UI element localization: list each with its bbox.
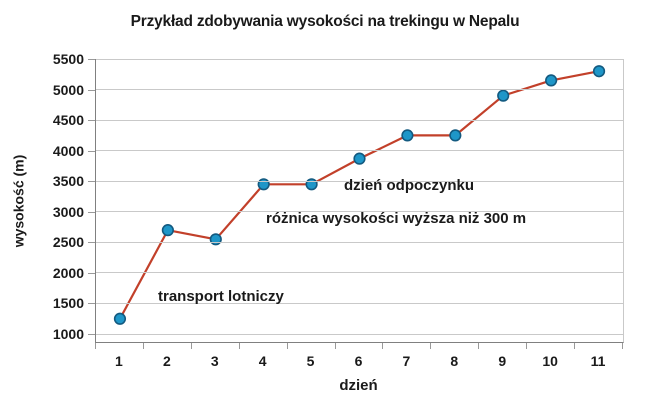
gridline bbox=[96, 89, 623, 91]
gridline bbox=[96, 150, 623, 152]
data-point-day-6 bbox=[353, 152, 366, 165]
y-tick-label: 2500 bbox=[52, 234, 84, 251]
x-tick-label: 9 bbox=[498, 353, 507, 369]
x-tick-label: 10 bbox=[542, 353, 558, 369]
y-axis-tick bbox=[88, 89, 95, 91]
y-tick-label: 4000 bbox=[52, 142, 84, 159]
x-axis-tick bbox=[190, 343, 192, 349]
y-axis-tick bbox=[88, 303, 95, 305]
x-axis-tick bbox=[238, 343, 240, 349]
gridline bbox=[96, 302, 623, 304]
gridline bbox=[96, 180, 623, 182]
chart-title: Przykład zdobywania wysokości na treking… bbox=[130, 13, 520, 30]
x-axis-label: dzień bbox=[339, 377, 378, 394]
y-axis-tick bbox=[88, 334, 95, 336]
y-axis-tick bbox=[88, 120, 95, 122]
x-tick-label: 5 bbox=[306, 353, 315, 369]
y-axis-tick bbox=[88, 59, 95, 60]
annotation-air-transport: transport lotniczy bbox=[158, 288, 284, 305]
data-point-day-10 bbox=[545, 74, 558, 87]
y-axis-tick bbox=[88, 242, 95, 244]
gridline bbox=[96, 333, 623, 335]
data-point-day-8 bbox=[449, 129, 462, 142]
y-axis-tick bbox=[88, 272, 95, 274]
data-point-day-9 bbox=[497, 89, 510, 102]
x-tick-label: 2 bbox=[162, 353, 171, 369]
data-point-day-2 bbox=[161, 224, 174, 237]
x-tick-label: 1 bbox=[115, 353, 123, 369]
annotation-rest-day: dzień odpoczynku bbox=[344, 177, 475, 194]
altitude-series-line bbox=[118, 70, 600, 320]
y-tick-label: 5500 bbox=[52, 51, 84, 67]
x-axis-tick bbox=[382, 343, 384, 349]
gridline bbox=[96, 119, 623, 121]
gridline bbox=[96, 272, 623, 274]
plot-area bbox=[95, 58, 624, 343]
gridline bbox=[96, 211, 623, 213]
x-tick-label: 4 bbox=[258, 353, 267, 369]
y-tick-label: 1000 bbox=[52, 326, 84, 343]
gridline bbox=[96, 58, 623, 60]
annotation-altitude-difference: różnica wysokości wyższa niż 300 m bbox=[266, 210, 527, 227]
x-axis-tick bbox=[574, 343, 576, 349]
x-axis-tick bbox=[286, 343, 288, 349]
x-tick-label: 6 bbox=[354, 353, 363, 369]
x-axis-tick bbox=[142, 343, 144, 349]
x-axis-tick bbox=[526, 343, 528, 349]
x-tick-label: 11 bbox=[590, 353, 606, 369]
x-axis-tick bbox=[334, 343, 336, 349]
data-point-day-11 bbox=[592, 65, 606, 78]
gridline bbox=[96, 241, 623, 243]
data-point-day-3 bbox=[209, 233, 222, 246]
y-axis-tick bbox=[88, 181, 95, 183]
y-tick-label: 2000 bbox=[52, 264, 84, 281]
y-tick-label: 3500 bbox=[52, 173, 84, 190]
data-point-day-7 bbox=[401, 129, 414, 142]
x-tick-label: 8 bbox=[450, 353, 459, 369]
x-tick-label: 7 bbox=[402, 353, 411, 369]
y-tick-label: 1500 bbox=[52, 295, 84, 312]
x-axis-tick bbox=[622, 343, 623, 349]
x-axis-tick bbox=[478, 343, 480, 349]
data-point-day-1 bbox=[113, 312, 127, 325]
y-tick-label: 5000 bbox=[52, 81, 84, 98]
x-tick-label: 3 bbox=[210, 353, 219, 369]
y-axis-tick bbox=[88, 150, 95, 152]
y-tick-label: 4500 bbox=[52, 112, 84, 129]
x-axis-tick bbox=[430, 343, 432, 349]
x-axis-tick bbox=[95, 343, 96, 349]
y-axis-tick bbox=[88, 211, 95, 213]
y-tick-label: 3000 bbox=[52, 203, 84, 220]
